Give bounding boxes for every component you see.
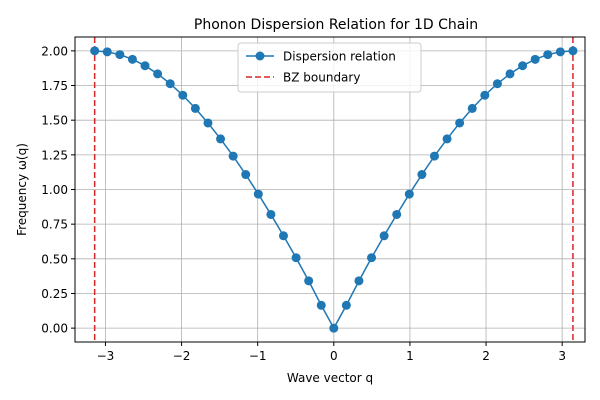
data-point (417, 170, 427, 180)
data-point (216, 134, 226, 144)
data-point (165, 79, 175, 89)
x-axis-label: Wave vector q (287, 371, 373, 385)
data-point (153, 69, 163, 79)
data-point (127, 54, 137, 64)
data-point (530, 54, 540, 64)
data-point (379, 231, 389, 241)
x-tick-label: 0 (330, 349, 338, 363)
y-tick-label: 1.50 (41, 114, 68, 128)
y-axis-label: Frequency ω(q) (15, 143, 29, 236)
x-tick-label: 2 (482, 349, 490, 363)
data-point (190, 103, 200, 113)
y-axis-ticks: 0.00 0.25 0.50 0.75 1.00 1.25 1.50 1.75 2.00 (41, 44, 75, 336)
data-point (316, 300, 326, 310)
data-point (278, 231, 288, 241)
data-point (392, 209, 402, 219)
x-axis-ticks: −3 −2 −1 0 1 2 3 (97, 342, 566, 363)
y-tick-label: 0.00 (41, 322, 68, 336)
chart-title: Phonon Dispersion Relation for 1D Chain (194, 17, 478, 33)
data-point (241, 170, 251, 180)
data-point (555, 47, 565, 57)
data-point (518, 61, 528, 71)
bz-boundary-lines (93, 37, 574, 342)
x-tick-label: −1 (249, 349, 267, 363)
x-tick-label: −2 (173, 349, 191, 363)
data-point (266, 209, 276, 219)
data-point (455, 118, 465, 128)
data-point (228, 151, 238, 161)
legend-marker-dispersion (255, 51, 265, 61)
data-point (429, 151, 439, 161)
legend: Dispersion relation BZ boundary (237, 42, 422, 93)
y-tick-label: 1.25 (41, 148, 68, 162)
data-point (467, 103, 477, 113)
data-point (404, 189, 414, 199)
data-point (505, 69, 515, 79)
legend-label-dispersion: Dispersion relation (283, 50, 396, 64)
y-tick-label: 2.00 (41, 44, 68, 58)
data-point (367, 253, 377, 263)
data-point (178, 90, 188, 100)
data-point (492, 79, 502, 89)
data-point (90, 46, 100, 56)
y-tick-label: 0.75 (41, 218, 68, 232)
data-point (543, 50, 553, 60)
series-layer (90, 46, 578, 333)
legend-label-bz: BZ boundary (283, 71, 360, 85)
data-point (354, 276, 364, 286)
data-point (568, 46, 578, 56)
legend-box (237, 42, 422, 93)
data-point (442, 134, 452, 144)
x-tick-label: 3 (558, 349, 566, 363)
grid (75, 37, 585, 342)
data-point (291, 253, 301, 263)
data-point (140, 61, 150, 71)
data-point (253, 189, 263, 199)
y-tick-label: 1.00 (41, 183, 68, 197)
y-tick-label: 0.25 (41, 287, 68, 301)
data-point (102, 47, 112, 57)
data-point (341, 300, 351, 310)
data-point (304, 276, 314, 286)
data-point (203, 118, 213, 128)
x-tick-label: 1 (406, 349, 414, 363)
data-point (329, 323, 339, 333)
data-point (115, 50, 125, 60)
y-tick-label: 0.50 (41, 252, 68, 266)
y-tick-label: 1.75 (41, 79, 68, 93)
data-point (480, 90, 490, 100)
x-tick-label: −3 (97, 349, 115, 363)
